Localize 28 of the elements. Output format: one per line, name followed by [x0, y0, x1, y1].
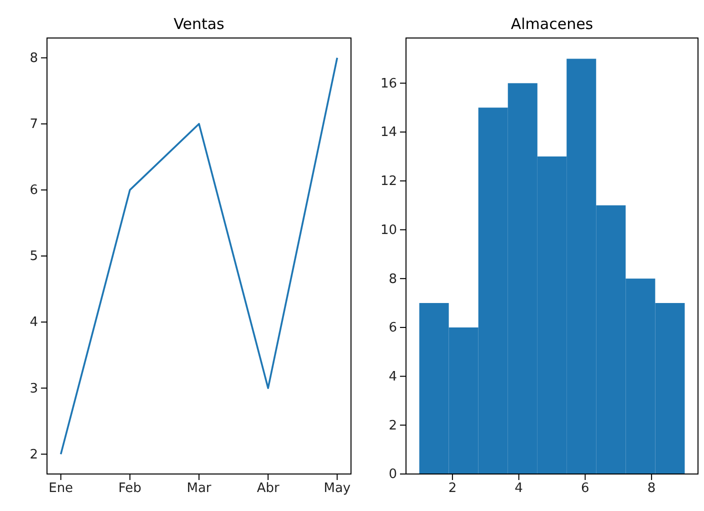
y-tick-label: 4	[388, 369, 397, 384]
y-tick-label: 3	[30, 381, 38, 396]
y-tick-label: 6	[30, 183, 38, 198]
x-tick-label: Ene	[48, 481, 74, 496]
y-tick-label: 4	[30, 315, 38, 330]
line-series	[60, 56, 338, 456]
x-tick-label: May	[324, 481, 351, 496]
y-tick-label: 2	[388, 418, 397, 434]
y-tick-label: 8	[30, 50, 38, 66]
y-tick-label: 0	[388, 467, 397, 482]
x-tick-label: 8	[647, 481, 656, 496]
chart-title: Almacenes	[510, 15, 594, 33]
y-tick-label: 2	[30, 447, 38, 462]
x-tick-label: Mar	[186, 481, 212, 496]
x-tick-label: Feb	[118, 481, 142, 496]
x-tick-label: 6	[581, 481, 590, 496]
chart-title: Ventas	[174, 15, 225, 33]
y-tick-label: 16	[380, 76, 397, 92]
x-tick-label: 4	[514, 481, 523, 496]
y-tick-label: 6	[388, 320, 397, 336]
y-tick-label: 8	[388, 272, 397, 287]
y-tick-label: 10	[380, 222, 397, 238]
y-tick-label: 7	[30, 117, 38, 132]
x-tick-label: Abr	[256, 481, 280, 496]
y-tick-label: 14	[380, 125, 397, 140]
y-tick-label: 5	[30, 249, 38, 264]
y-tick-label: 12	[380, 174, 397, 190]
x-tick-label: 2	[448, 481, 457, 496]
